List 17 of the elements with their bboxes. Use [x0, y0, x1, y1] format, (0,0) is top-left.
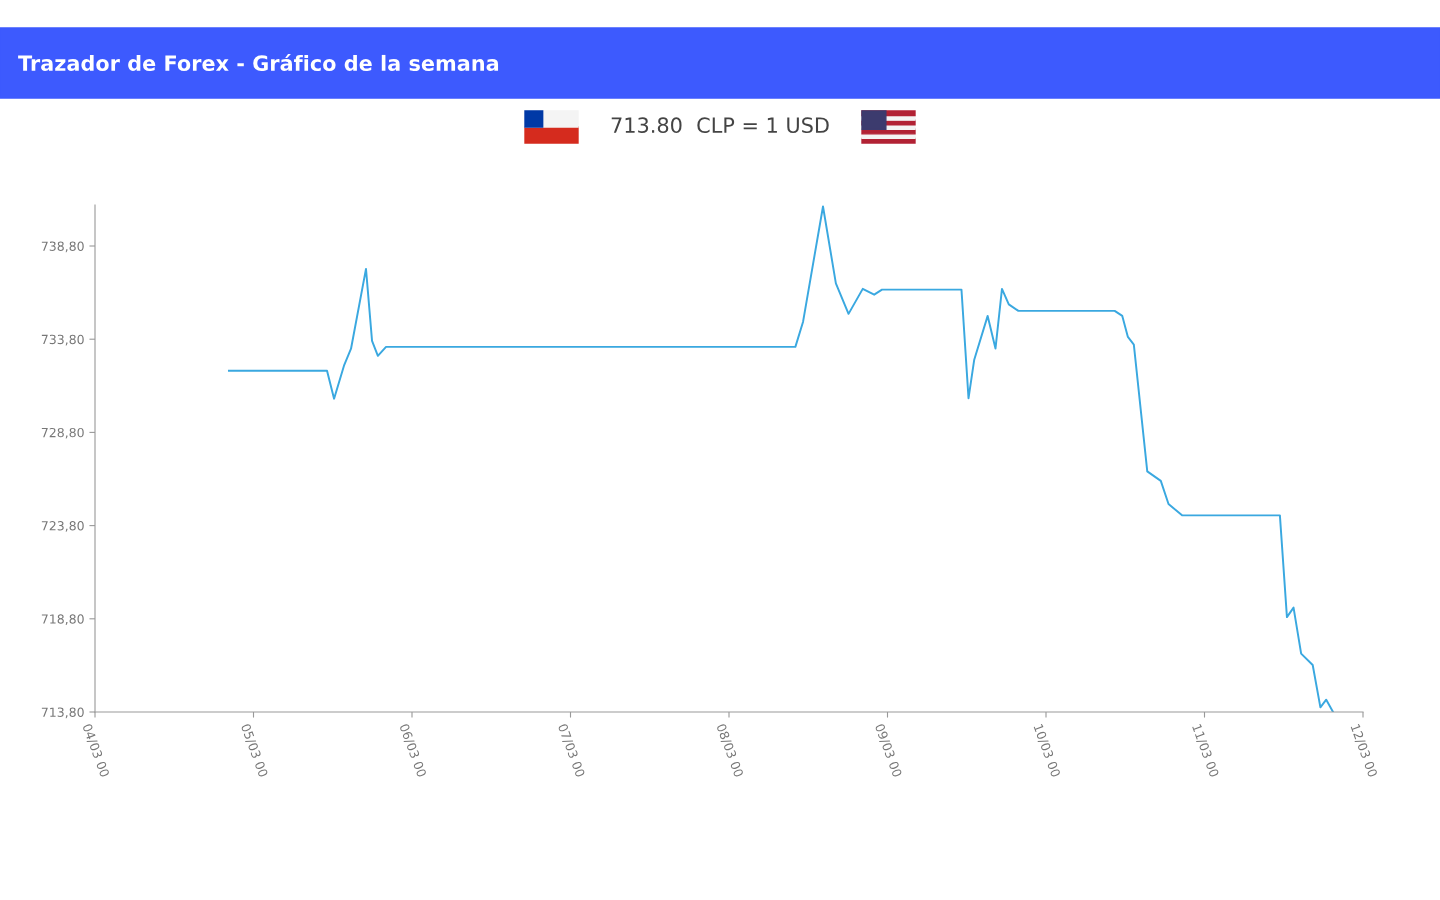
x-tick-label: 11/03 00: [1191, 723, 1220, 778]
x-tick-label: 08/03 00: [715, 723, 744, 778]
chart-title: Trazador de Forex - Gráfico de la semana: [18, 54, 499, 72]
x-tick-label: 05/03 00: [239, 723, 269, 778]
x-tick-label: 12/03 00: [1349, 723, 1378, 778]
x-tick-label: 04/03 00: [81, 723, 110, 778]
y-tick-label: 738,80: [41, 241, 84, 253]
y-tick-label: 713,80: [41, 707, 84, 719]
x-tick-label: 06/03 00: [398, 723, 427, 778]
x-tick-label: 10/03 00: [1032, 723, 1061, 778]
x-tick-label: 07/03 00: [556, 723, 586, 778]
x-tick-label: 09/03 00: [873, 723, 903, 778]
y-tick-label: 718,80: [41, 614, 84, 625]
y-tick-label: 723,80: [41, 521, 84, 532]
y-tick-label: 728,80: [41, 427, 84, 439]
chart-subtitle: 713.80 CLP = 1 USD: [611, 117, 829, 134]
y-tick-label: 733,80: [41, 334, 84, 346]
